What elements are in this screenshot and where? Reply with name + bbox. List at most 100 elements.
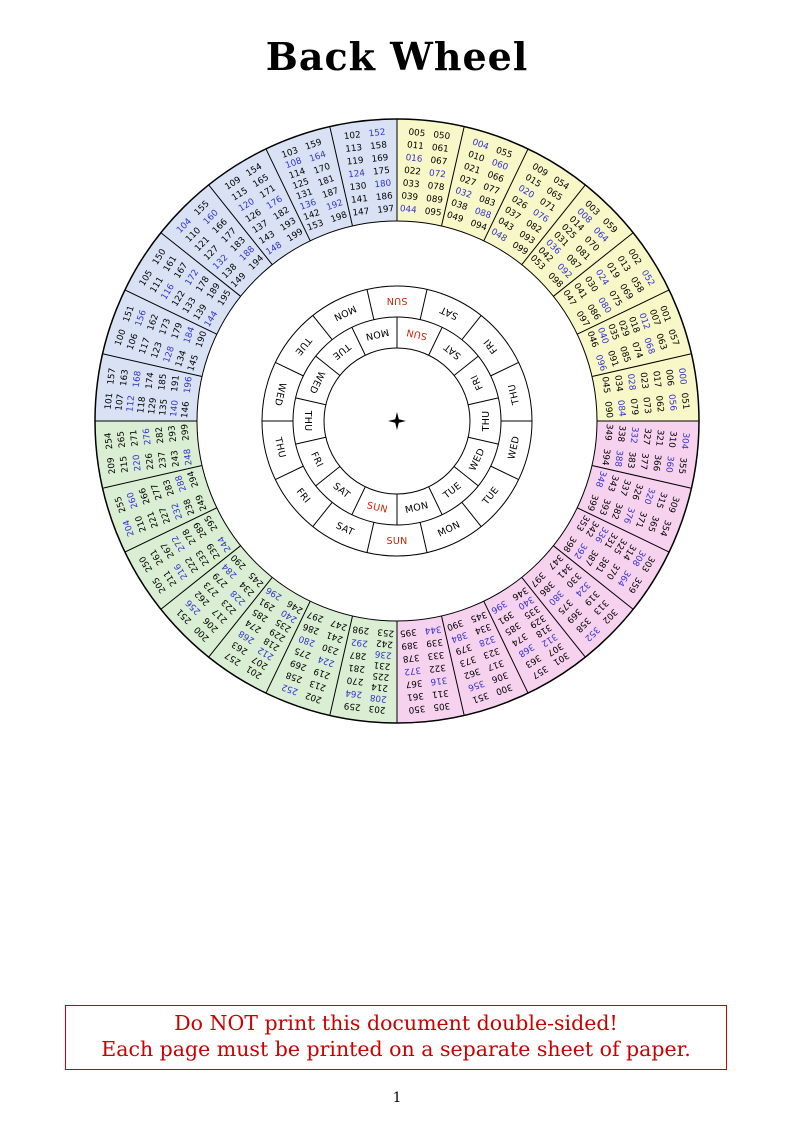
year-number: 113: [345, 143, 363, 155]
year-number: 112: [125, 395, 137, 413]
year-number: 023: [638, 372, 650, 390]
year-number: 360: [663, 455, 675, 473]
year-number: 253: [377, 626, 395, 638]
year-number: 028: [625, 373, 637, 391]
year-number: 169: [371, 153, 389, 165]
warning-box: Do NOT print this document double-sided!…: [65, 1005, 727, 1071]
sector-divider: [208, 184, 273, 265]
year-number: 022: [404, 166, 422, 178]
year-number: 017: [650, 370, 662, 388]
quadrant-century-2: [95, 421, 397, 723]
inner-ring-day-label: SUN: [366, 500, 389, 515]
center-star-icon: [388, 412, 406, 430]
year-number: 276: [142, 427, 154, 445]
sector-divider: [329, 126, 353, 227]
outer-ring-day-label: WED: [272, 381, 288, 406]
sector-divider: [124, 289, 218, 335]
sector-divider: [591, 465, 692, 489]
inner-ring-day-label: FRI: [469, 373, 486, 392]
inner-ring-day-label: THU: [302, 410, 313, 432]
year-number: 078: [427, 181, 445, 193]
year-number: 095: [424, 207, 442, 219]
sector-divider: [265, 148, 311, 242]
year-number: 322: [428, 662, 446, 674]
year-number: 039: [401, 191, 419, 203]
outer-ring-day-label: MON: [436, 519, 462, 539]
year-number: 225: [372, 670, 390, 682]
ring-circle: [323, 347, 471, 495]
sector-divider: [102, 353, 203, 377]
day-ring-inner-divider: [428, 486, 443, 515]
outer-ring-day-label: THU: [507, 383, 523, 407]
sector-divider: [160, 545, 241, 610]
sector-divider: [576, 507, 670, 553]
year-number: 119: [346, 156, 364, 168]
inner-ring-day-label: TUE: [330, 340, 353, 361]
day-ring-outer-divider: [419, 289, 428, 320]
year-number: 090: [602, 401, 614, 419]
sector-divider: [441, 615, 465, 716]
year-number: 389: [401, 639, 419, 651]
year-number: 282: [155, 426, 167, 444]
year-number: 248: [183, 448, 195, 466]
sector-divider: [521, 184, 586, 265]
day-ring-inner-divider: [315, 355, 341, 376]
year-number: 305: [433, 700, 451, 712]
day-ring-outer-divider: [419, 522, 428, 553]
year-number: 034: [612, 375, 624, 393]
year-number: 051: [679, 392, 691, 410]
year-number: 180: [374, 178, 392, 190]
year-number: 208: [370, 692, 388, 704]
sector-divider: [553, 545, 634, 610]
outer-ring-day-label: THU: [272, 435, 288, 459]
day-ring-inner-divider: [295, 436, 326, 445]
year-number: 231: [373, 659, 391, 671]
inner-ring-day-label: FRI: [308, 450, 325, 469]
year-number: 304: [679, 432, 691, 450]
year-number: 084: [615, 399, 627, 417]
year-number: 045: [599, 376, 611, 394]
sector-divider: [102, 465, 203, 489]
year-number: 089: [426, 194, 444, 206]
sector-divider: [160, 232, 241, 297]
inner-ring-day-label: MON: [364, 326, 390, 342]
page-number: 1: [392, 1090, 402, 1106]
year-number: 050: [433, 130, 451, 142]
year-number: 196: [183, 376, 195, 394]
day-ring-outer-divider: [312, 315, 333, 341]
year-number: 395: [399, 626, 417, 638]
inner-ring-day-label: SAT: [442, 341, 463, 361]
sector-divider: [208, 577, 273, 658]
year-number: 366: [650, 454, 662, 472]
sector-divider: [265, 600, 311, 694]
year-number: 186: [375, 191, 393, 203]
day-ring-outer-divider: [366, 522, 375, 553]
year-number: 072: [428, 169, 446, 181]
year-number: 281: [348, 662, 366, 674]
day-ring-outer-divider: [366, 289, 375, 320]
year-number: 147: [352, 207, 370, 219]
sector-divider: [124, 507, 218, 553]
inner-ring-day-label: THU: [481, 411, 492, 433]
year-number: 383: [625, 451, 637, 469]
day-ring-outer-divider: [275, 465, 304, 481]
day-ring-outer-divider: [490, 465, 519, 481]
year-number: 355: [676, 457, 688, 475]
year-number: 175: [373, 166, 391, 178]
year-number: 236: [374, 648, 392, 660]
outer-ring-day-label: SUN: [387, 295, 408, 306]
day-ring-inner-divider: [468, 397, 499, 406]
year-sector: 209 215 220 226 237 243 248 254 265 271 276 282 293 2…: [103, 423, 195, 474]
inner-ring-day-label: MON: [404, 500, 430, 516]
year-number: 044: [399, 204, 417, 216]
year-number: 311: [431, 687, 449, 699]
day-ring-inner-divider: [351, 486, 366, 515]
year-number: 332: [628, 426, 640, 444]
warning-line-2: Each page must be printed on a separate …: [101, 1036, 691, 1061]
year-number: 158: [370, 140, 388, 152]
day-ring-outer-divider: [275, 361, 304, 377]
